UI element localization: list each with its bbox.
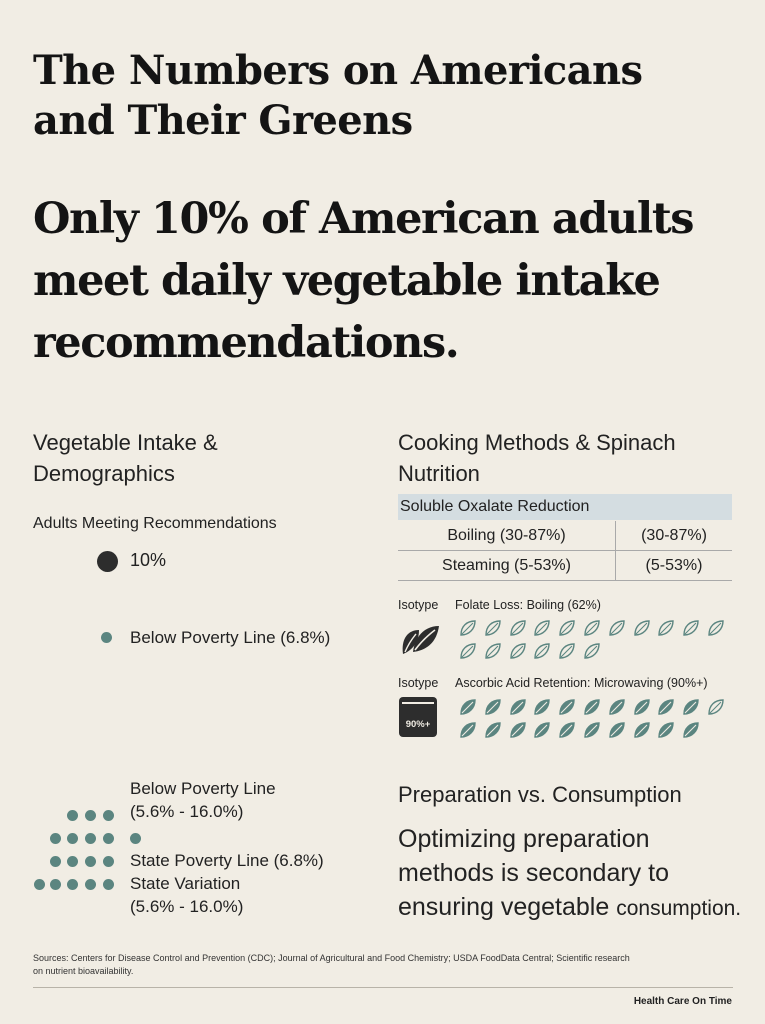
table-cell-value: (30-87%) bbox=[615, 521, 732, 551]
leaf-icon bbox=[458, 618, 478, 638]
leaf-icon bbox=[557, 720, 577, 740]
leaf-icon bbox=[656, 618, 676, 638]
sources-note: Sources: Centers for Disease Control and… bbox=[33, 953, 630, 976]
table-cell-method: Boiling (30-87%) bbox=[398, 521, 616, 551]
population-dot bbox=[50, 833, 61, 844]
leaf-icon bbox=[681, 618, 701, 638]
conclusion-end: consumption. bbox=[616, 897, 742, 920]
leaf-icon bbox=[607, 618, 627, 638]
oxalate-table: Boiling (30-87%) (30-87%) Steaming (5-53… bbox=[398, 521, 732, 581]
leaf-icon bbox=[557, 641, 577, 661]
table-cell-value: (5-53%) bbox=[615, 550, 732, 581]
adults-label: Adults Meeting Recommendations bbox=[33, 515, 277, 532]
preparation-title: Preparation vs. Consumption bbox=[398, 782, 682, 807]
leaf-icon bbox=[607, 697, 627, 717]
population-dot bbox=[34, 879, 45, 890]
population-dot bbox=[67, 879, 78, 890]
poverty-range-values: (5.6% - 16.0%) bbox=[130, 802, 244, 821]
conclusion-main: Optimizing preparation methods is second… bbox=[398, 825, 669, 921]
state-variation-values: (5.6% - 16.0%) bbox=[130, 897, 244, 916]
leaf-icon bbox=[681, 697, 701, 717]
population-dot bbox=[103, 810, 114, 821]
cooking-section-title: Cooking Methods & Spinach Nutrition bbox=[398, 430, 676, 486]
leaf-icon bbox=[681, 720, 701, 740]
leaf-icon bbox=[508, 720, 528, 740]
leaf-icon bbox=[706, 697, 726, 717]
leaf-icon bbox=[632, 697, 652, 717]
poverty-dot bbox=[101, 632, 112, 643]
population-dot bbox=[130, 833, 141, 844]
leaf-icon bbox=[582, 720, 602, 740]
leaf-icon bbox=[458, 720, 478, 740]
footer-divider bbox=[33, 987, 733, 988]
leaf-icon bbox=[532, 641, 552, 661]
conclusion-text: Optimizing preparation methods is second… bbox=[398, 822, 748, 926]
adults-value: 10% bbox=[130, 550, 167, 570]
table-cell-method: Steaming (5-53%) bbox=[398, 550, 616, 581]
footer-brand: Health Care On Time bbox=[633, 996, 732, 1007]
table-row: Boiling (30-87%) (30-87%) bbox=[398, 521, 732, 551]
leaf-icon bbox=[656, 697, 676, 717]
leaf-icon bbox=[607, 720, 627, 740]
population-dot bbox=[50, 879, 61, 890]
leaf-icon bbox=[532, 618, 552, 638]
state-line-label: State Poverty Line (6.8%) bbox=[130, 851, 324, 870]
leaf-icon bbox=[656, 720, 676, 740]
leaf-icon bbox=[508, 697, 528, 717]
leaf-icon bbox=[632, 720, 652, 740]
leaf-icon bbox=[483, 697, 503, 717]
headline: Only 10% of American adults meet daily v… bbox=[33, 194, 695, 368]
leaf-icon bbox=[508, 618, 528, 638]
leaf-icon bbox=[582, 641, 602, 661]
ascorbic-tag: Isotype bbox=[398, 676, 439, 690]
leaf-icon bbox=[706, 618, 726, 638]
page-title: The Numbers on Americans and Their Green… bbox=[33, 47, 643, 144]
state-variation-label: State Variation bbox=[130, 874, 241, 893]
leaf-icon bbox=[458, 697, 478, 717]
population-dot bbox=[67, 833, 78, 844]
leaf-icon bbox=[532, 720, 552, 740]
adults-dot bbox=[97, 551, 118, 572]
folate-label: Folate Loss: Boiling (62%) bbox=[455, 598, 601, 612]
leaf-icon bbox=[483, 720, 503, 740]
leaf-icon bbox=[483, 618, 503, 638]
population-dot bbox=[103, 856, 114, 867]
leaf-icon bbox=[508, 641, 528, 661]
population-dot bbox=[85, 879, 96, 890]
folate-tag: Isotype bbox=[398, 598, 439, 612]
population-dot bbox=[50, 856, 61, 867]
population-dot bbox=[103, 833, 114, 844]
leaf-icon bbox=[582, 697, 602, 717]
population-dot bbox=[103, 879, 114, 890]
ascorbic-label: Ascorbic Acid Retention: Microwaving (90… bbox=[455, 676, 708, 690]
population-dot bbox=[85, 833, 96, 844]
population-dot bbox=[85, 856, 96, 867]
spinach-leaf-icon bbox=[402, 626, 439, 654]
leaf-icon bbox=[632, 618, 652, 638]
leaf-icon bbox=[557, 618, 577, 638]
demographics-section-title: Vegetable Intake & Demographics bbox=[33, 430, 218, 486]
leaf-icon bbox=[458, 641, 478, 661]
population-dot bbox=[85, 810, 96, 821]
population-dot bbox=[67, 810, 78, 821]
leaf-icon bbox=[483, 641, 503, 661]
table-row: Steaming (5-53%) (5-53%) bbox=[398, 550, 732, 581]
microwave-icon: 90%+ bbox=[399, 697, 437, 737]
poverty-label: Below Poverty Line (6.8%) bbox=[130, 628, 331, 647]
microwave-label: 90%+ bbox=[405, 719, 431, 730]
leaf-icon bbox=[557, 697, 577, 717]
leaf-icon bbox=[582, 618, 602, 638]
poverty-range-label: Below Poverty Line bbox=[130, 779, 276, 798]
oxalate-table-header: Soluble Oxalate Reduction bbox=[398, 494, 732, 520]
population-dot bbox=[67, 856, 78, 867]
leaf-icon bbox=[532, 697, 552, 717]
